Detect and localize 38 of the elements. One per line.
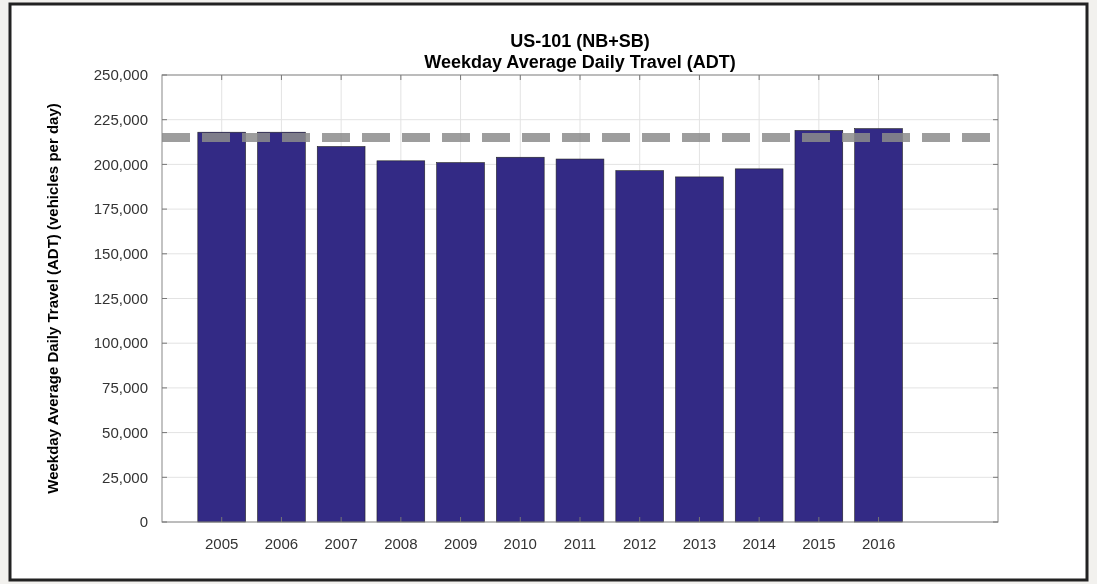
y-tick-label: 225,000 bbox=[93, 110, 148, 128]
x-tick-label: 2009 bbox=[443, 535, 478, 552]
bar bbox=[675, 176, 724, 523]
x-tick-label: 2008 bbox=[384, 535, 418, 552]
y-tick-label: 125,000 bbox=[93, 289, 148, 307]
x-tick-label: 2013 bbox=[682, 535, 717, 552]
bar bbox=[854, 128, 903, 523]
y-tick-label: 100,000 bbox=[93, 334, 148, 352]
y-tick-label: 0 bbox=[139, 513, 148, 531]
y-axis-title: Weekday Average Daily Travel (ADT) (vehicles per day) bbox=[44, 103, 61, 494]
y-tick-label: 50,000 bbox=[102, 423, 148, 441]
bar bbox=[615, 170, 664, 523]
x-tick-label: 2010 bbox=[503, 535, 537, 552]
x-tick-label: 2011 bbox=[563, 535, 597, 552]
bar bbox=[794, 130, 844, 523]
y-tick-label: 150,000 bbox=[93, 245, 148, 263]
y-tick-label: 200,000 bbox=[93, 155, 148, 173]
y-tick-label: 75,000 bbox=[102, 379, 148, 397]
bar bbox=[376, 160, 426, 523]
x-tick-label: 2005 bbox=[205, 535, 239, 552]
x-tick-label: 2012 bbox=[623, 535, 657, 552]
bar bbox=[197, 131, 246, 523]
x-tick-label: 2014 bbox=[742, 535, 776, 552]
bar bbox=[316, 146, 366, 523]
bar bbox=[555, 158, 605, 523]
y-tick-label: 175,000 bbox=[93, 200, 148, 218]
x-tick-label: 2007 bbox=[324, 535, 358, 552]
bar bbox=[436, 162, 485, 523]
x-tick-label: 2015 bbox=[802, 535, 836, 552]
x-tick-label: 2006 bbox=[264, 535, 299, 552]
chart-title: US-101 (NB+SB) bbox=[510, 31, 650, 51]
bar bbox=[496, 156, 545, 523]
x-tick-label: 2016 bbox=[861, 535, 896, 552]
bar bbox=[734, 168, 784, 523]
y-tick-label: 25,000 bbox=[102, 468, 148, 486]
chart-subtitle: Weekday Average Daily Travel (ADT) bbox=[424, 52, 736, 72]
y-tick-label: 250,000 bbox=[93, 66, 148, 84]
bar bbox=[257, 131, 306, 523]
